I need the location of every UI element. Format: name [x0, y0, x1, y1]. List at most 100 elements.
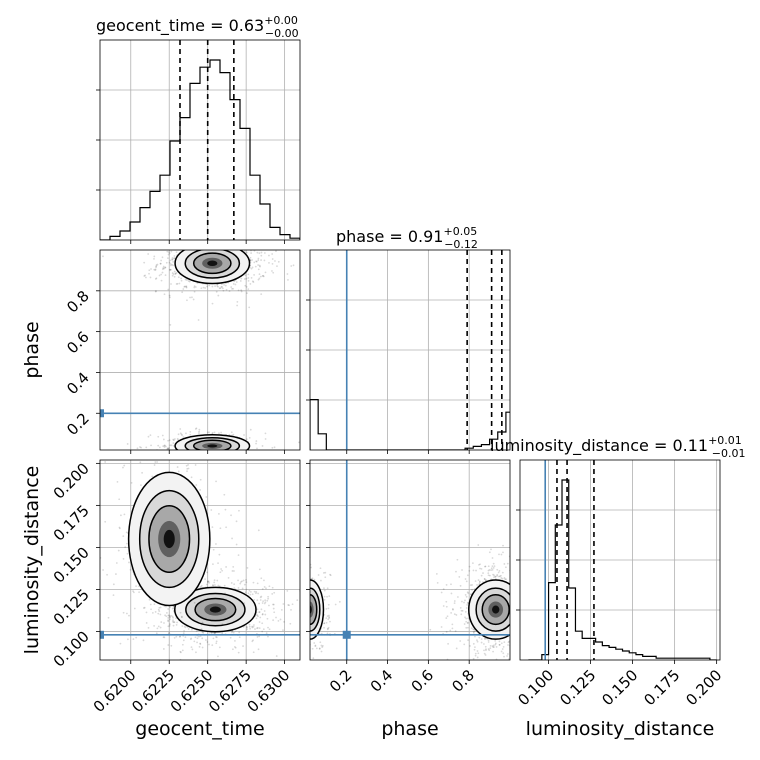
sample-point	[164, 266, 167, 269]
sample-point	[249, 591, 252, 593]
sample-point	[191, 242, 193, 244]
sample-point	[225, 247, 227, 249]
sample-point	[173, 457, 175, 459]
sample-point	[188, 241, 190, 243]
sample-point	[515, 565, 517, 567]
sample-point	[234, 283, 237, 286]
sample-point	[173, 611, 176, 614]
sample-point	[191, 243, 193, 245]
sample-point	[263, 259, 266, 262]
sample-point	[245, 588, 248, 591]
sample-point	[466, 602, 469, 604]
sample-point	[296, 624, 298, 626]
sample-point	[167, 447, 170, 450]
sample-point	[540, 617, 542, 619]
sample-point	[464, 578, 467, 580]
sample-point	[498, 570, 501, 572]
sample-point	[126, 612, 128, 615]
sample-point	[209, 241, 211, 243]
sample-point	[143, 606, 146, 609]
sample-point	[326, 628, 329, 631]
sample-point	[167, 619, 169, 622]
sample-point	[301, 611, 303, 613]
sample-point	[287, 279, 289, 281]
sample-point	[169, 606, 172, 609]
x-tick-label: 0.125	[556, 666, 599, 709]
sample-point	[512, 610, 514, 612]
sample-point	[231, 570, 234, 572]
sample-point	[155, 238, 157, 240]
sample-point	[515, 619, 517, 621]
sample-point	[163, 446, 166, 448]
sample-point	[303, 617, 305, 619]
sample-point	[515, 684, 517, 686]
sample-point	[221, 632, 224, 635]
sample-point	[218, 432, 220, 435]
sample-point	[152, 245, 154, 247]
sample-point	[237, 289, 240, 292]
sample-point	[210, 632, 213, 635]
sample-point	[79, 621, 81, 623]
sample-point	[496, 573, 499, 576]
sample-point	[253, 624, 255, 626]
sample-point	[141, 471, 143, 474]
sample-point	[305, 648, 307, 650]
sample-point	[218, 233, 220, 235]
sample-point	[513, 612, 515, 614]
sample-point	[482, 643, 485, 645]
sample-point	[206, 235, 208, 237]
sample-point	[156, 461, 158, 463]
sample-point	[521, 574, 523, 576]
sample-point	[232, 565, 235, 568]
sample-point	[187, 467, 190, 470]
sample-point	[223, 493, 226, 496]
sample-point	[240, 581, 242, 583]
sample-point	[474, 635, 476, 638]
sample-point	[511, 603, 513, 605]
sample-point	[451, 627, 454, 630]
sample-point	[156, 627, 159, 630]
sample-point	[468, 565, 471, 568]
sample-point	[512, 625, 514, 627]
sample-point	[175, 243, 177, 245]
sample-point	[231, 233, 233, 235]
sample-point	[514, 617, 516, 619]
sample-point	[200, 241, 202, 243]
sample-point	[155, 277, 158, 280]
sample-point	[140, 484, 142, 487]
sample-point	[521, 588, 523, 590]
sample-point	[228, 290, 231, 293]
sample-point	[112, 594, 115, 597]
sample-point	[322, 572, 325, 574]
sample-point	[472, 657, 475, 660]
sample-point	[307, 646, 309, 648]
sample-point	[122, 466, 124, 469]
sample-point	[208, 643, 210, 646]
sample-point	[213, 244, 215, 246]
sample-point	[194, 237, 196, 239]
sample-point	[220, 285, 223, 288]
sample-point	[484, 645, 487, 648]
sample-point	[285, 604, 287, 606]
sample-point	[294, 583, 296, 585]
sample-point	[259, 616, 262, 619]
sample-point	[306, 587, 308, 589]
sample-point	[218, 247, 220, 249]
sample-point	[286, 619, 288, 621]
sample-point	[167, 257, 169, 260]
sample-point	[230, 244, 232, 246]
panel-2-1: 0.2 0.4 0.6 0.8	[285, 459, 542, 696]
sample-point	[242, 579, 245, 582]
sample-point	[514, 570, 516, 572]
sample-point	[255, 244, 257, 246]
sample-point	[487, 641, 490, 643]
sample-point	[193, 290, 196, 293]
sample-point	[477, 652, 480, 655]
sample-point	[245, 454, 247, 456]
sample-point	[467, 617, 469, 620]
sample-point	[251, 230, 253, 232]
sample-point	[435, 573, 438, 575]
sample-point	[238, 631, 241, 634]
sample-point	[210, 242, 212, 244]
sample-point	[182, 450, 184, 452]
